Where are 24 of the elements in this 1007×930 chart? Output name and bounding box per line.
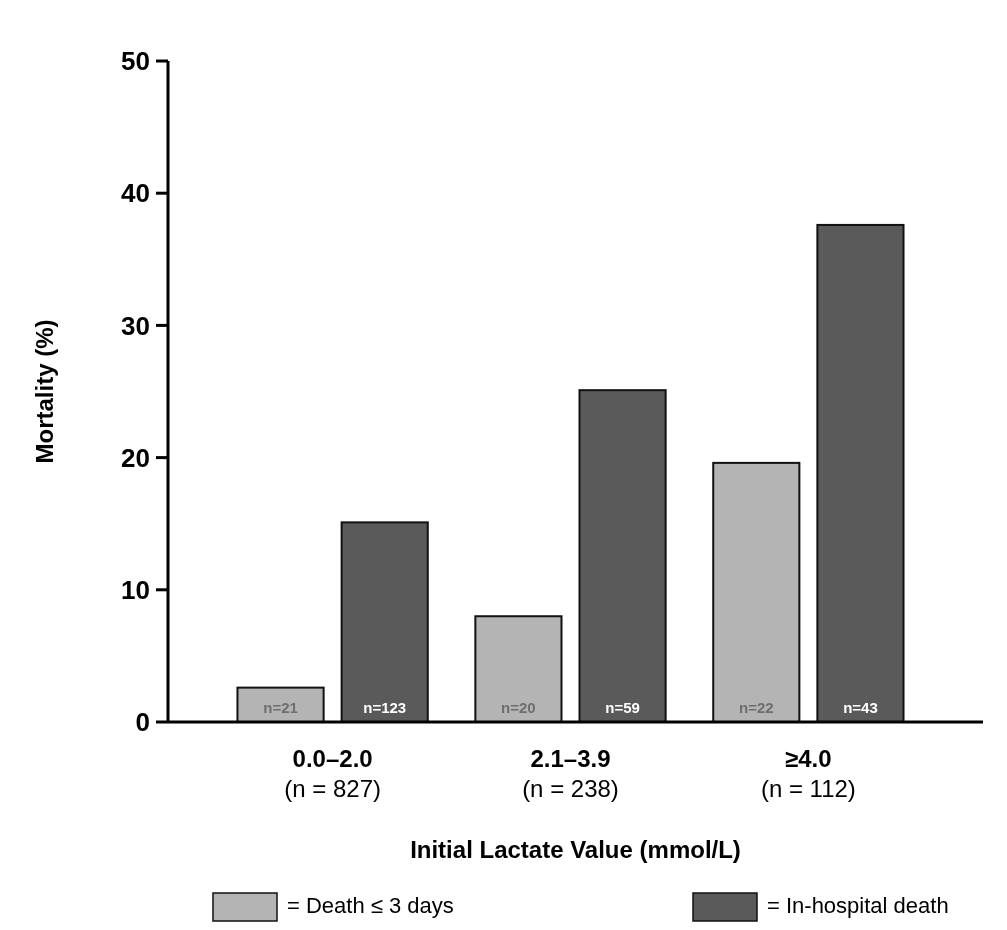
x-tick-label: 0.0–2.0 (n = 827) [284, 745, 381, 802]
y-tick-label: 50 [121, 46, 150, 77]
bar [578, 389, 667, 723]
y-tick-label: 20 [121, 442, 150, 473]
bar [816, 223, 905, 723]
annotation: n=43 [843, 699, 878, 716]
legend-label: = In-hospital death [767, 893, 949, 918]
annotation: n=22 [739, 699, 774, 716]
x-tick-label: ≥4.0 (n = 112) [760, 745, 856, 802]
y-tick-label: 40 [121, 178, 150, 209]
y-tick-label: 10 [121, 574, 150, 605]
legend-label: = Death ≤ 3 days [287, 893, 454, 918]
x-tick-label: 2.1–3.9 (n = 238) [522, 745, 619, 802]
annotation: n=21 [263, 699, 298, 716]
y-axis-title: Mortality (%) [31, 319, 58, 464]
annotation: n=20 [501, 699, 536, 716]
annotation: n=59 [605, 699, 640, 716]
bar [340, 521, 429, 723]
bar [474, 615, 563, 723]
bar [712, 461, 801, 723]
y-tick-label: 30 [121, 310, 150, 341]
x-axis-title: Initial Lactate Value (mmol/L) [410, 836, 741, 863]
annotation: n=123 [363, 699, 407, 716]
y-tick-label: 0 [135, 707, 150, 738]
